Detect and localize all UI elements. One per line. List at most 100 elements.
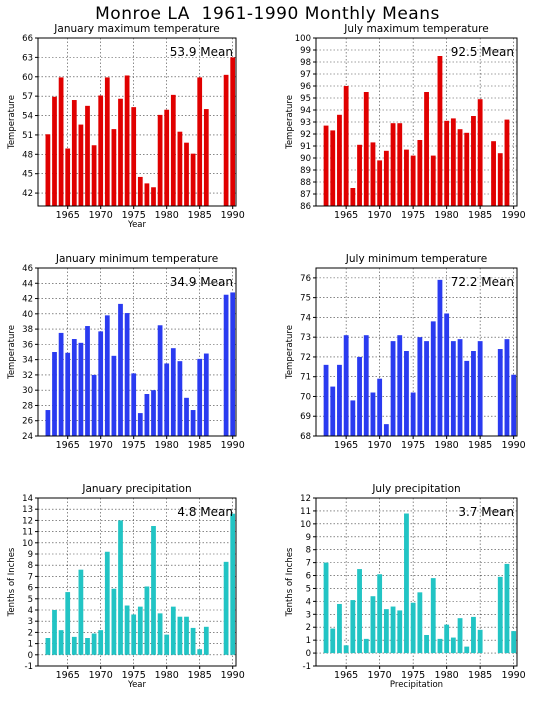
x-tick-label: 1970	[89, 670, 113, 681]
y-tick-label: 92	[300, 130, 311, 140]
bar-jul-max-1982	[457, 129, 463, 206]
y-axis-label: Tenths of Inches	[7, 547, 17, 617]
bar-jul-min-1978	[430, 321, 436, 436]
bar-jul-precip-1978	[430, 578, 436, 654]
x-tick-label: 1975	[401, 210, 425, 221]
x-axis-label: Precipitation	[390, 680, 443, 690]
x-tick-label: 1990	[221, 210, 245, 221]
bar-jul-min-1971	[383, 424, 389, 436]
chart-jul-min: July minimum temperature 68 69 70 71 72 73 74 75…	[285, 253, 526, 451]
bar-jul-min-1977	[424, 341, 429, 436]
y-tick-label: 7	[28, 572, 33, 582]
bar-jul-max-1973	[397, 123, 403, 206]
plot-frame	[315, 267, 518, 437]
bar-jan-precip-1975	[131, 614, 137, 655]
bar-jul-min-1962	[323, 364, 329, 436]
bar-jul-precip-1963	[330, 628, 336, 654]
bar-jan-max-1976	[137, 176, 143, 206]
x-tick-label: 1990	[221, 440, 245, 451]
chart-jul-max: July maximum temperature 86 87 88 89 90 91 92 93…	[285, 23, 526, 221]
bar-jul-min-1989	[504, 339, 510, 436]
bar-jul-precip-1981	[450, 637, 456, 654]
y-tick-label: 75	[300, 294, 311, 304]
y-tick-label: 5	[306, 584, 311, 594]
bar-jan-min-1982	[177, 361, 183, 436]
mean-label: 72.2 Mean	[451, 275, 514, 289]
bar-jan-min-1979	[157, 325, 163, 436]
bar-jan-max-1984	[190, 153, 196, 206]
y-tick-label: 14	[22, 494, 33, 504]
y-tick-label: 73	[300, 333, 311, 343]
y-axis-label: Temperature	[285, 95, 295, 150]
y-tick-label: 60	[22, 73, 33, 83]
bar-jan-max-1965	[65, 148, 71, 206]
bar-jan-min-1986	[203, 353, 209, 436]
y-tick-label: 87	[300, 190, 311, 200]
x-tick-label: 1980	[435, 670, 459, 681]
y-tick-label: 51	[22, 131, 33, 141]
bar-jan-min-1989	[223, 294, 229, 436]
bar-jul-max-1978	[430, 155, 436, 206]
y-tick-label: 72	[300, 353, 311, 363]
x-tick-label: 1990	[502, 210, 526, 221]
bar-jul-min-1965	[343, 335, 349, 436]
bar-jul-min-1964	[337, 364, 342, 436]
bar-jul-min-1984	[471, 351, 476, 436]
x-tick-label: 1970	[368, 440, 392, 451]
bar-jul-max-1975	[410, 155, 416, 206]
chart-title: July minimum temperature	[345, 253, 487, 265]
bar-jul-max-1968	[363, 92, 369, 206]
chart-jan-precip: January precipitation-101234567891011121…	[7, 483, 245, 690]
y-tick-label: 6	[306, 572, 311, 582]
y-tick-label: 69	[300, 412, 311, 422]
y-tick-label: 4	[306, 597, 311, 607]
mean-label: 4.8 Mean	[177, 505, 233, 519]
x-tick-label: 1965	[56, 670, 80, 681]
bar-jul-max-1989	[504, 119, 510, 206]
y-tick-label: 1	[306, 636, 311, 646]
bar-jul-min-1981	[450, 341, 456, 436]
y-axis-label: Temperature	[285, 325, 295, 380]
y-tick-label: 11	[300, 507, 311, 517]
bar-jan-min-1964	[58, 332, 64, 436]
y-tick-label: 3	[28, 617, 33, 627]
y-tick-label: 13	[22, 505, 33, 515]
bar-jan-min-1963	[52, 352, 57, 436]
bar-jul-precip-1966	[350, 600, 356, 654]
y-tick-label: 5	[28, 595, 33, 605]
x-tick-label: 1975	[122, 210, 146, 221]
x-tick-label: 1980	[155, 440, 179, 451]
x-tick-label: 1975	[401, 440, 425, 451]
bar-jan-max-1969	[91, 145, 97, 206]
bar-jan-min-1980	[164, 363, 170, 436]
bar-jul-precip-1982	[457, 618, 463, 654]
y-tick-label: 74	[300, 313, 311, 323]
x-tick-label: 1965	[56, 440, 80, 451]
bar-jan-min-1985	[197, 358, 203, 436]
bar-jul-max-1984	[471, 116, 476, 206]
bar-jul-min-1980	[444, 313, 450, 436]
x-tick-label: 1970	[89, 440, 113, 451]
y-tick-label: 10	[22, 539, 33, 549]
bar-jul-min-1983	[464, 360, 470, 436]
y-tick-label: 93	[300, 118, 311, 128]
x-tick-label: 1985	[188, 440, 212, 451]
y-tick-label: 3	[306, 610, 311, 620]
chart-title: January minimum temperature	[55, 253, 218, 265]
bar-jul-max-1979	[437, 56, 443, 206]
bar-jan-max-1978	[151, 187, 156, 206]
y-tick-label: 86	[300, 202, 311, 212]
bar-jul-max-1969	[370, 142, 376, 206]
bar-jan-precip-1977	[144, 586, 150, 655]
mean-label: 34.9 Mean	[170, 275, 233, 289]
page-title: Monroe LA 1961-1990 Monthly Means	[95, 4, 440, 24]
bar-jan-max-1989	[223, 74, 229, 206]
x-tick-label: 1990	[502, 440, 526, 451]
chart-title: January precipitation	[81, 483, 191, 495]
bar-jan-min-1971	[104, 315, 110, 436]
y-tick-label: 12	[22, 516, 33, 526]
bar-jul-min-1988	[497, 349, 503, 436]
bar-jan-precip-1982	[177, 616, 183, 655]
y-tick-label: 91	[300, 142, 311, 152]
bar-jul-max-1983	[464, 132, 470, 206]
